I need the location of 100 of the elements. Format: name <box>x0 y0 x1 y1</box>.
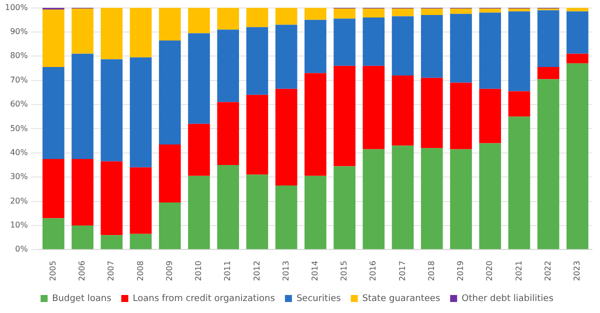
x-tick-label: 2023 <box>572 260 582 281</box>
bar <box>246 8 268 28</box>
x-tick-label: 2005 <box>48 260 58 281</box>
bar <box>42 9 64 68</box>
bar <box>246 94 268 175</box>
bar <box>420 15 443 78</box>
bar <box>275 8 298 25</box>
bar <box>304 176 326 250</box>
bar <box>508 91 530 117</box>
legend-label: State guarantees <box>362 294 440 304</box>
y-tick-label: 80% <box>10 51 28 60</box>
bar <box>450 82 472 150</box>
bar <box>420 78 443 148</box>
bar <box>334 166 356 250</box>
bar <box>304 73 326 176</box>
bar <box>537 10 560 68</box>
bar <box>362 149 385 250</box>
bar <box>566 11 588 54</box>
y-tick-label: 30% <box>10 172 28 182</box>
bar <box>275 186 298 250</box>
bar <box>188 8 210 34</box>
bar <box>334 18 356 66</box>
bar <box>72 8 94 54</box>
bar <box>304 8 326 20</box>
bar <box>100 59 123 162</box>
x-tick-label: 2016 <box>368 260 378 281</box>
bar <box>158 144 181 202</box>
x-tick-label: 2012 <box>252 260 262 281</box>
bar <box>450 149 472 250</box>
bar <box>188 33 210 124</box>
bar <box>42 218 64 250</box>
bar <box>392 16 414 76</box>
legend-label: Other debt liabilities <box>462 294 554 304</box>
bar <box>450 8 472 14</box>
x-tick-label: 2010 <box>194 260 204 281</box>
bar <box>537 79 560 250</box>
x-tick-label: 2022 <box>543 260 552 281</box>
bar <box>188 124 210 176</box>
x-tick-label: 2021 <box>514 260 524 281</box>
legend-label: Securities <box>296 294 342 304</box>
bar <box>275 24 298 89</box>
bar <box>72 54 94 159</box>
bar <box>334 8 356 19</box>
bar <box>566 8 588 12</box>
bar <box>217 30 240 102</box>
bar <box>246 27 268 95</box>
y-tick-label: 40% <box>10 148 28 157</box>
x-tick-label: 2006 <box>78 260 87 281</box>
bar <box>130 57 152 168</box>
bar <box>246 174 268 250</box>
y-tick-label: 100% <box>4 2 28 12</box>
bar <box>479 88 502 144</box>
bar <box>392 8 414 16</box>
bar <box>275 88 298 186</box>
x-tick-label: 2014 <box>310 260 320 281</box>
bar <box>508 11 530 92</box>
bar <box>42 158 64 218</box>
bar <box>450 14 472 83</box>
bar <box>479 12 502 89</box>
bar <box>217 164 240 250</box>
bar <box>72 225 94 250</box>
bar <box>392 146 414 250</box>
bar <box>420 148 443 250</box>
bar <box>479 8 502 13</box>
x-tick-label: 2008 <box>136 260 145 281</box>
y-tick-label: 0% <box>15 244 28 254</box>
y-tick-label: 70% <box>10 75 28 84</box>
y-tick-label: 90% <box>10 27 28 36</box>
x-tick-label: 2011 <box>223 260 232 281</box>
bar <box>100 8 123 60</box>
y-tick-label: 50% <box>10 124 28 133</box>
y-tick-label: 60% <box>10 100 28 109</box>
bar <box>130 234 152 250</box>
legend-label: Loans from credit organizations <box>132 294 276 304</box>
bar <box>217 102 240 165</box>
bar <box>362 17 385 66</box>
bar <box>304 20 326 74</box>
x-tick-label: 2019 <box>456 260 466 281</box>
bar <box>362 8 385 18</box>
y-tick-label: 10% <box>10 220 28 230</box>
bar <box>100 161 123 236</box>
legend-label: Budget loans <box>52 294 112 304</box>
bar <box>537 67 560 80</box>
bar <box>158 8 181 40</box>
bar <box>42 67 64 159</box>
bar <box>130 167 152 234</box>
x-tick-label: 2007 <box>106 260 116 281</box>
x-tick-label: 2013 <box>281 260 290 281</box>
x-tick-label: 2018 <box>426 260 436 281</box>
bar <box>566 54 588 64</box>
x-tick-label: 2017 <box>398 260 407 281</box>
bar <box>188 176 210 250</box>
bar <box>479 143 502 250</box>
bar <box>334 66 356 166</box>
bar <box>72 158 94 226</box>
x-tick-label: 2015 <box>340 260 349 281</box>
x-tick-label: 2009 <box>164 260 174 281</box>
bar <box>158 40 181 144</box>
bar <box>362 66 385 150</box>
bar <box>158 202 181 250</box>
